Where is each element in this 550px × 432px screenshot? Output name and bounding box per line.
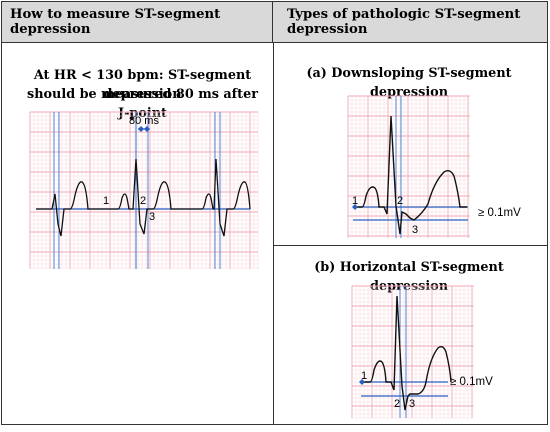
interval-label: 80 ms [129, 115, 159, 127]
ecg-trace-left [36, 158, 251, 237]
point-label-b-3: 3 [409, 398, 415, 410]
ecg-trace-a [353, 115, 467, 235]
row-divider [274, 245, 547, 246]
point-label-b-2: 2 [394, 398, 400, 410]
point-label-3: 3 [149, 211, 155, 223]
ecg-grid-left [29, 111, 259, 269]
threshold-label-b: ≥ 0.1mV [450, 376, 493, 388]
ecg-panel-b: 1 2 3 [351, 285, 474, 419]
ecg-strip-left: 80 ms 1 2 3 [29, 111, 259, 269]
marker-lines-left [53, 112, 221, 269]
left-caption-line1: At HR < 130 bpm: ST-segment depression [33, 68, 252, 102]
comparison-table: How to measure ST-segment depression Typ… [1, 1, 548, 425]
point-label-1: 1 [103, 195, 109, 207]
interval-80ms: 80 ms [129, 115, 159, 132]
threshold-label-a: ≥ 0.1mV [478, 207, 521, 219]
ecg-panel-a: 1 2 3 [347, 95, 470, 238]
point-label-a-1: 1 [352, 195, 358, 207]
point-label-a-2: 2 [397, 195, 403, 207]
header-how-to-measure: How to measure ST-segment depression [2, 2, 273, 43]
column-divider [273, 43, 274, 424]
ecg-trace-b [361, 295, 452, 411]
point-label-a-3: 3 [412, 224, 418, 236]
point-label-2: 2 [140, 195, 146, 207]
ecg-grid-a [347, 95, 470, 238]
header-types-of-depression: Types of pathologic ST-segment depressio… [273, 2, 547, 43]
point-label-b-1: 1 [361, 370, 367, 382]
